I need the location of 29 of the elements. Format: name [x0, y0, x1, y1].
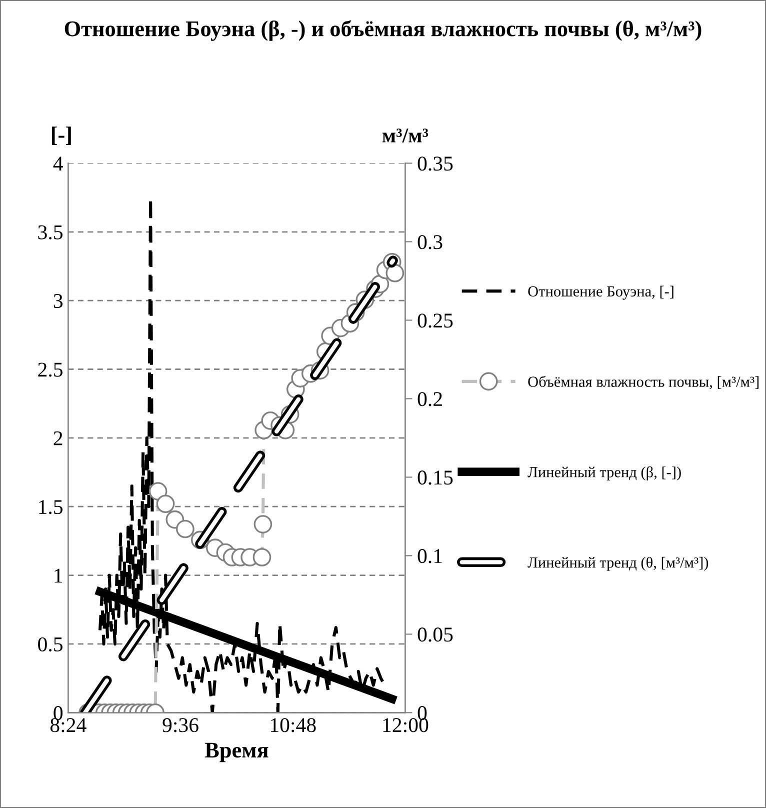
legend-label: Линейный тренд (β, [-]) [528, 466, 681, 480]
y-tick-label: 4 [53, 156, 63, 170]
legend-label: Линейный тренд (θ, [м³/м³]) [528, 556, 708, 571]
y2-tick-label: 0.15 [418, 470, 453, 485]
y-tick-label: 3.5 [38, 225, 62, 240]
y-tick-label: 2.5 [38, 362, 62, 377]
chart-title: Отношение Боуэна (β, -) и объёмная влажность почвы (θ, м³/м³) [64, 20, 702, 41]
x-tick-label: 8:24 [50, 718, 86, 732]
y2-tick-label: 0.2 [418, 392, 442, 406]
legend-label: Отношение Боуэна, [-] [528, 286, 674, 300]
x-tick-label: 12:00 [383, 718, 428, 732]
y2-tick-label: 0.1 [418, 549, 442, 564]
y-tick-label: 1.5 [39, 500, 62, 514]
y2-tick-label: 0.25 [418, 314, 453, 328]
y2-tick-label: 0.05 [418, 628, 453, 642]
x-tick-label: 9:36 [162, 718, 198, 732]
legend-label: Объёмная влажность почвы, [м³/м³] [528, 376, 759, 390]
y-tick-label: 0 [54, 706, 63, 720]
x-axis-title: Время [204, 742, 268, 762]
x-tick-label: 10:48 [270, 718, 316, 732]
y2-axis-title: м³/м³ [382, 128, 428, 142]
y-axis-title: [-] [52, 126, 71, 145]
y-tick-label: 3 [54, 294, 62, 308]
y-tick-label: 1 [54, 568, 62, 583]
y-tick-label: 0.5 [38, 637, 62, 652]
y-tick-label: 2 [54, 431, 62, 446]
y2-tick-label: 0 [418, 706, 427, 720]
y2-tick-label: 0.35 [418, 156, 453, 171]
y2-tick-label: 0.3 [418, 235, 442, 250]
